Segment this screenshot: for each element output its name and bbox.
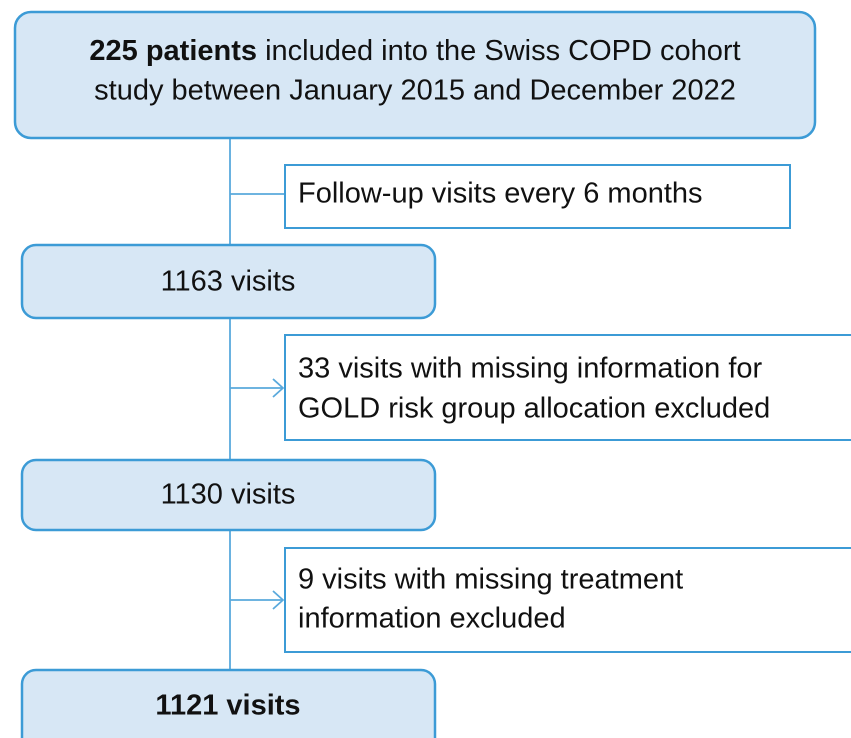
node-text: 225 patients included into the Swiss COP… [89,35,740,67]
main-box [20,243,437,320]
node-line: 1121 visits [155,690,300,722]
node-line: included into the Swiss COPD cohort [257,35,741,67]
node-line: information excluded [298,603,566,635]
node-line: 1130 visits [161,479,296,511]
main-box [20,668,437,738]
node-line: 1163 visits [161,266,296,298]
node-bold: 225 patients [89,35,257,67]
side-box [284,334,851,441]
side-box [284,164,791,229]
node-line: GOLD risk group allocation excluded [298,393,770,425]
node-line: study between January 2015 and December … [94,75,736,107]
side-box [284,547,851,653]
main-box [13,10,817,140]
node-line: Follow-up visits every 6 months [298,178,703,210]
node-line: 33 visits with missing information for [298,353,762,385]
node-line: 9 visits with missing treatment [298,564,683,596]
main-box [20,458,437,532]
